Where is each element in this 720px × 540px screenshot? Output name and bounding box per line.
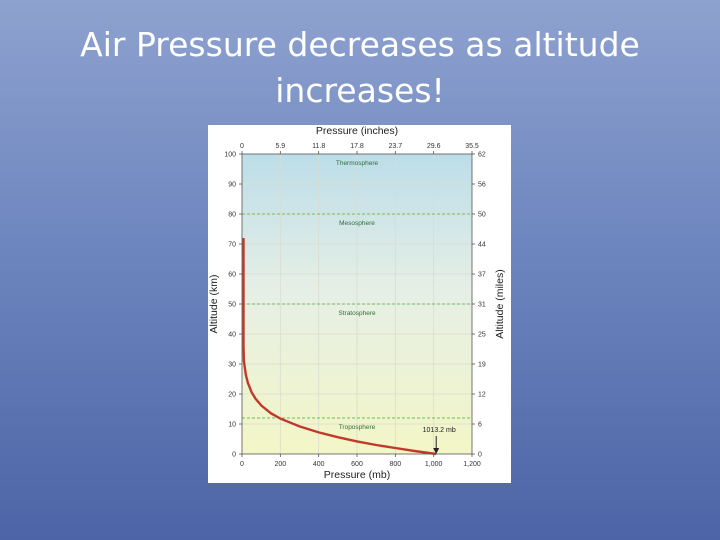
layer-label: Troposphere	[339, 424, 376, 431]
top-tick-label: 5.9	[275, 143, 285, 150]
layer-boundaries	[242, 213, 472, 419]
right-tick-label: 0	[478, 452, 482, 459]
right-axis-title: Altitude (miles)	[494, 269, 506, 338]
y-tick-label: 30	[228, 362, 236, 369]
layer-labels: Thermosphere Mesosphere Stratosphere Tropos…	[336, 160, 379, 431]
top-tick-label: 0	[240, 143, 244, 150]
top-tick-label: 35.5	[465, 143, 479, 150]
right-tick-label: 25	[478, 332, 486, 339]
top-tick-label: 17.8	[350, 143, 364, 150]
y-tick-label: 50	[228, 302, 236, 309]
top-tick-label: 11.8	[312, 143, 325, 150]
right-tick-label: 12	[478, 392, 486, 399]
axis-ticks: 002005.940011.860017.880023.71,00029.61,…	[224, 143, 486, 468]
y-tick-label: 80	[228, 212, 236, 219]
right-tick-label: 31	[478, 302, 486, 309]
y-axis-title: Altitude (km)	[208, 275, 220, 334]
right-tick-label: 19	[478, 362, 486, 369]
annotation-arrow-head	[433, 448, 440, 454]
right-tick-label: 50	[478, 212, 486, 219]
y-tick-label: 60	[228, 272, 236, 279]
surface-pressure-annotation: 1013.2 mb	[423, 427, 456, 454]
x-tick-label: 1,000	[425, 461, 443, 468]
slide-title-line-2: increases!	[275, 71, 445, 110]
top-tick-label: 23.7	[389, 143, 403, 150]
slide-title: Air Pressure decreases as altitude incre…	[40, 22, 680, 114]
top-axis-title: Pressure (inches)	[316, 125, 398, 137]
y-tick-label: 0	[232, 452, 236, 459]
slide-title-line-1: Air Pressure decreases as altitude	[80, 25, 640, 64]
right-tick-label: 37	[478, 272, 486, 279]
x-tick-label: 200	[274, 461, 286, 468]
y-tick-label: 40	[228, 332, 236, 339]
y-tick-label: 10	[228, 422, 236, 429]
y-tick-label: 100	[224, 152, 236, 159]
x-tick-label: 800	[389, 461, 401, 468]
pressure-altitude-chart: Thermosphere Mesosphere Stratosphere Tropos…	[208, 125, 506, 481]
x-axis-title: Pressure (mb)	[324, 469, 391, 481]
right-tick-label: 6	[478, 422, 482, 429]
right-tick-label: 56	[478, 182, 486, 189]
y-tick-label: 70	[228, 242, 236, 249]
layer-label: Mesosphere	[339, 220, 375, 227]
y-tick-label: 20	[228, 392, 236, 399]
x-tick-label: 600	[351, 461, 363, 468]
annotation-label: 1013.2 mb	[423, 427, 456, 434]
x-tick-label: 0	[240, 461, 244, 468]
y-tick-label: 90	[228, 182, 236, 189]
right-tick-label: 62	[478, 152, 486, 159]
x-tick-label: 400	[313, 461, 325, 468]
x-tick-label: 1,200	[463, 461, 481, 468]
right-tick-label: 44	[478, 242, 486, 249]
layer-label: Thermosphere	[336, 160, 379, 167]
layer-label: Stratosphere	[338, 310, 376, 317]
top-tick-label: 29.6	[427, 143, 441, 150]
pressure-altitude-figure: Thermosphere Mesosphere Stratosphere Tropos…	[208, 125, 511, 483]
pressure-curve	[242, 238, 437, 456]
